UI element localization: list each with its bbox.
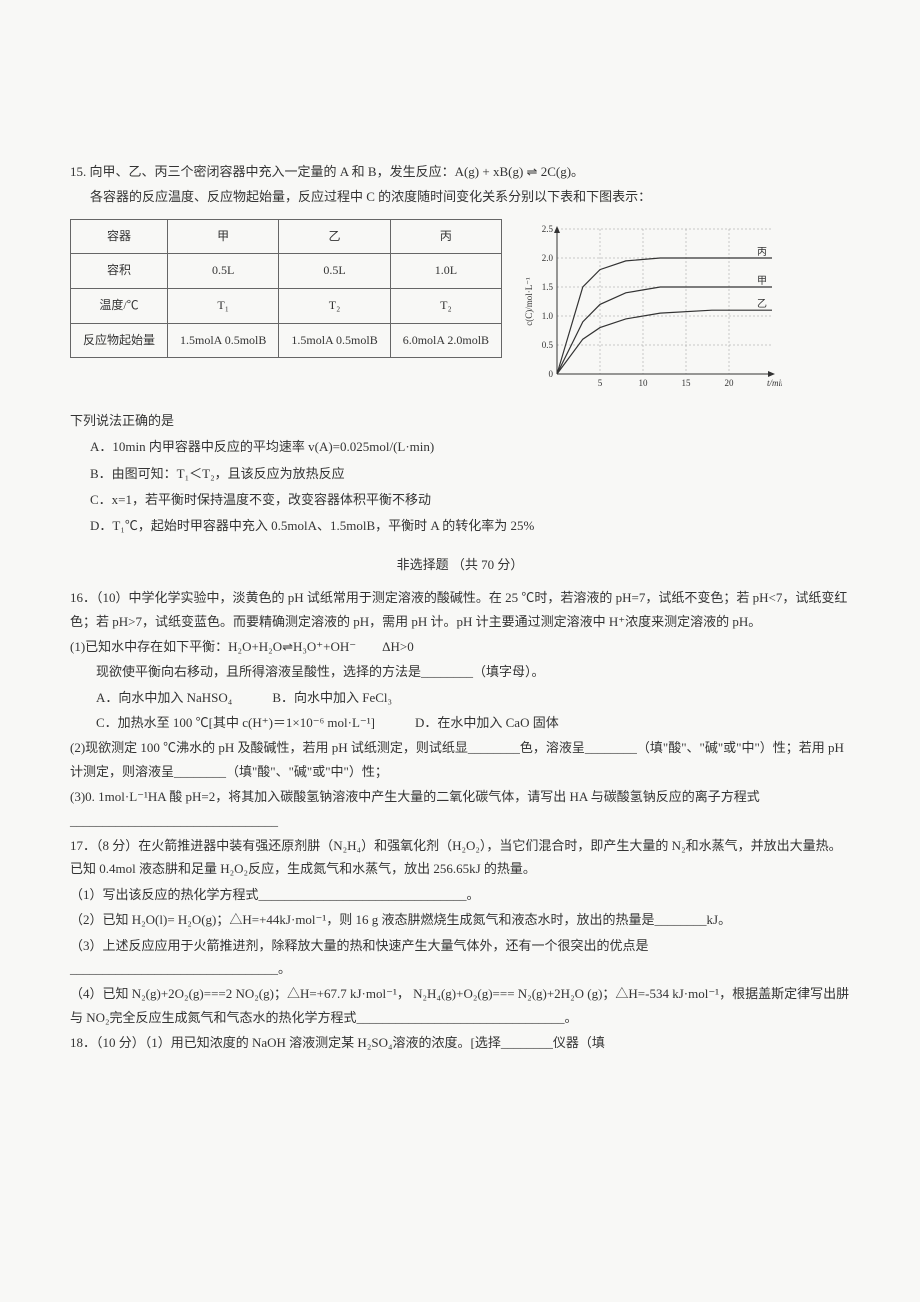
q16-p1-opt-b: B．向水中加入 FeCl₃: [272, 686, 392, 709]
th3: 丙: [390, 219, 501, 254]
q17-p3: （3）上述反应应用于火箭推进剂，除释放大量的热和快速产生大量气体外，还有一个很突…: [70, 934, 850, 981]
q15-stem: 15. 向甲、乙、丙三个密闭容器中充入一定量的 A 和 B，发生反应：A(g) …: [70, 160, 850, 183]
svg-text:甲: 甲: [757, 276, 767, 287]
th1: 甲: [168, 219, 279, 254]
q16-p1-opt-a: A．向水中加入 NaHSO₄: [96, 686, 232, 709]
th2: 乙: [279, 219, 390, 254]
r1c3: T₂: [390, 288, 501, 323]
q17-p2: （2）已知 H₂O(l)= H₂O(g)；△H=+44kJ·mol⁻¹，则 16…: [70, 908, 850, 931]
r1c0: 温度/℃: [71, 288, 168, 323]
r0c1: 0.5L: [168, 254, 279, 289]
r2c3: 6.0molA 2.0molB: [390, 323, 501, 358]
q17-p1: （1）写出该反应的热化学方程式_________________________…: [70, 883, 850, 906]
q15-opt-d: D．T₁℃，起始时甲容器中充入 0.5molA、1.5molB，平衡时 A 的转…: [90, 514, 850, 537]
svg-text:0: 0: [549, 369, 554, 379]
q16-p1b: 现欲使平衡向右移动，且所得溶液呈酸性，选择的方法是________（填字母）。: [70, 660, 850, 683]
q16-stem: 16．（10）中学化学实验中，淡黄色的 pH 试纸常用于测定溶液的酸碱性。在 2…: [70, 586, 850, 633]
r0c0: 容积: [71, 254, 168, 289]
q16-p3: (3)0. 1mol·L⁻¹HA 酸 pH=2，将其加入碳酸氢钠溶液中产生大量的…: [70, 785, 850, 832]
svg-text:t/min: t/min: [767, 378, 782, 388]
q15-opt-c: C．x=1，若平衡时保持温度不变，改变容器体积平衡不移动: [90, 488, 850, 511]
th0: 容器: [71, 219, 168, 254]
r2c1: 1.5molA 0.5molB: [168, 323, 279, 358]
svg-text:0.5: 0.5: [542, 340, 554, 350]
r0c2: 0.5L: [279, 254, 390, 289]
svg-text:2.5: 2.5: [542, 224, 554, 234]
section2-title: 非选择题 （共 70 分）: [70, 553, 850, 576]
q16-p1-opt-c: C．加热水至 100 ℃[其中 c(H⁺)＝1×10⁻⁶ mol·L⁻¹]: [96, 711, 375, 734]
q16-p2: (2)现欲测定 100 ℃沸水的 pH 及酸碱性，若用 pH 试纸测定，则试纸显…: [70, 736, 850, 783]
r1c1: T₁: [168, 288, 279, 323]
q15-opt-a: A．10min 内甲容器中反应的平均速率 v(A)=0.025mol/(L·mi…: [90, 435, 850, 458]
r2c2: 1.5molA 0.5molB: [279, 323, 390, 358]
svg-text:15: 15: [682, 378, 692, 388]
q17-p4: （4）已知 N₂(g)+2O₂(g)===2 NO₂(g)；△H=+67.7 k…: [70, 982, 850, 1029]
svg-text:乙: 乙: [757, 298, 767, 310]
svg-text:1.5: 1.5: [542, 282, 554, 292]
svg-text:1.0: 1.0: [542, 311, 554, 321]
r2c0: 反应物起始量: [71, 323, 168, 358]
svg-text:10: 10: [639, 378, 649, 388]
q15-ask: 下列说法正确的是: [70, 409, 850, 432]
q16-p1-opt-d: D．在水中加入 CaO 固体: [415, 711, 559, 734]
svg-text:2.0: 2.0: [542, 253, 554, 263]
q18-stem: 18．（10 分）（1）用已知浓度的 NaOH 溶液测定某 H₂SO₄溶液的浓度…: [70, 1031, 850, 1054]
svg-text:丙: 丙: [757, 247, 767, 258]
q15-chart: 0.5 1.0 1.5 2.0 2.5 5 10 15 20 丙甲乙 c(C)/mol·L⁻¹ t/m…: [522, 219, 782, 399]
svg-text:5: 5: [598, 378, 603, 388]
q15-opt-b: B．由图可知：T₁＜T₂，且该反应为放热反应: [90, 462, 850, 485]
r1c2: T₂: [279, 288, 390, 323]
q16-p1: (1)已知水中存在如下平衡：H₂O+H₂O⇌H₃O⁺+OH⁻ ΔH>0: [70, 635, 850, 658]
svg-text:c(C)/mol·L⁻¹: c(C)/mol·L⁻¹: [524, 277, 534, 326]
q17-stem: 17．（8 分）在火箭推进器中装有强还原剂肼（N₂H₄）和强氧化剂（H₂O₂），…: [70, 834, 850, 881]
q15-stem2: 各容器的反应温度、反应物起始量，反应过程中 C 的浓度随时间变化关系分别以下表和…: [90, 185, 850, 208]
r0c3: 1.0L: [390, 254, 501, 289]
q15-table: 容器 甲 乙 丙 容积 0.5L 0.5L 1.0L 温度/℃ T₁ T₂ T₂…: [70, 219, 502, 358]
svg-text:20: 20: [725, 378, 735, 388]
